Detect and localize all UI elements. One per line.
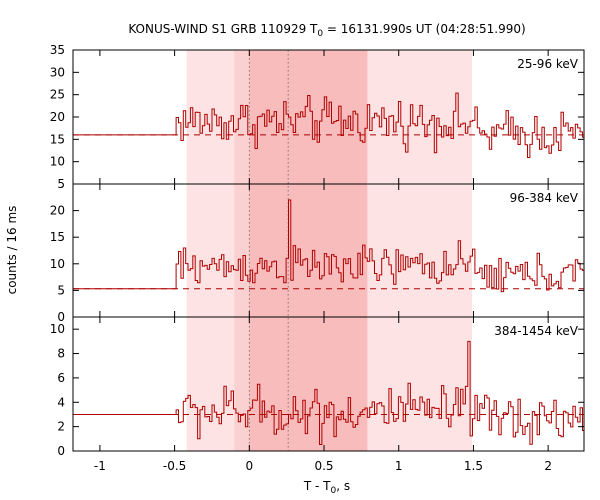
y-tick-label: 0: [57, 444, 65, 458]
x-axis-label-rest: , s: [336, 479, 350, 493]
x-tick-label: -1: [94, 459, 106, 473]
x-tick-label: 2: [544, 459, 552, 473]
axis-ticks: 5 10 15 20 25 30 35 0 5 10 15 20 0 2 4 6 8 10 -1 -0.5 0 0.5 1 1…: [50, 43, 584, 473]
count-curve-panel-2: [73, 199, 584, 293]
x-axis-label-subscript: 0: [331, 486, 337, 496]
energy-band-label-2: 96-384 keV: [510, 191, 579, 205]
y-tick-label: 35: [50, 43, 65, 57]
count-rate-curves: [73, 92, 584, 445]
y-tick-label: 25: [50, 88, 65, 102]
y-tick-label: 5: [57, 177, 65, 191]
energy-band-label-3: 384-1454 keV: [494, 324, 578, 338]
y-tick-label: 4: [57, 395, 65, 409]
y-tick-label: 10: [50, 257, 65, 271]
count-curve-panel-1: [73, 92, 584, 158]
chart-title-subscript: 0: [317, 29, 323, 39]
y-tick-label: 10: [50, 322, 65, 336]
background-level-lines: [73, 134, 584, 415]
y-tick-label: 15: [50, 132, 65, 146]
panel-frame-3: [72, 316, 585, 452]
y-tick-label: 30: [50, 65, 65, 79]
count-curve-panel-3: [73, 340, 584, 445]
y-tick-label: 2: [57, 420, 65, 434]
y-tick-label: 5: [57, 283, 65, 297]
y-tick-label: 0: [57, 310, 65, 324]
x-tick-label: -0.5: [163, 459, 186, 473]
y-tick-label: 20: [50, 204, 65, 218]
y-tick-label: 8: [57, 347, 65, 361]
x-tick-label: 0.5: [314, 459, 333, 473]
energy-band-label-1: 25-96 keV: [517, 57, 579, 71]
x-axis-label: T - T0, s: [303, 479, 350, 496]
y-tick-label: 10: [50, 155, 65, 169]
y-tick-label: 6: [57, 371, 65, 385]
x-tick-label: 1: [395, 459, 403, 473]
x-tick-label: 0: [245, 459, 253, 473]
chart-title: KONUS-WIND S1 GRB 110929 T0 = 16131.990s…: [128, 22, 525, 39]
x-tick-label: 1.5: [464, 459, 483, 473]
chart-title-rest: = 16131.990s UT (04:28:51.990): [323, 22, 526, 36]
y-axis-label: counts / 16 ms: [5, 206, 19, 295]
y-tick-label: 20: [50, 110, 65, 124]
y-tick-label: 15: [50, 230, 65, 244]
